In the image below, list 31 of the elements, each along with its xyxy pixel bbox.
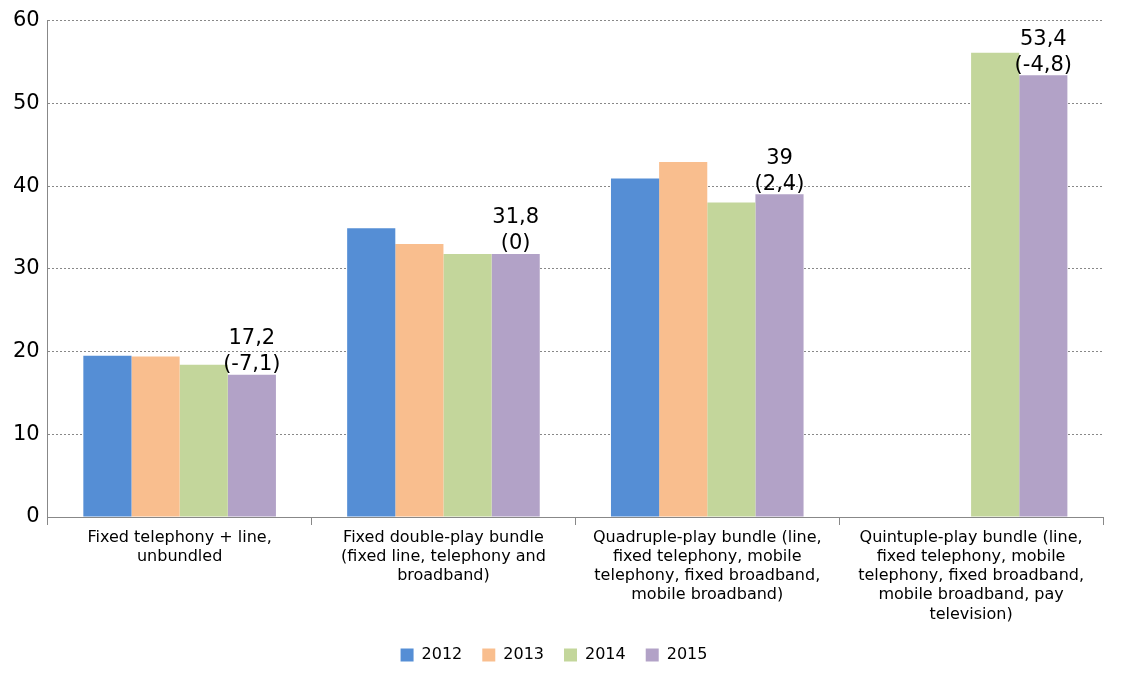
bar [83,355,132,517]
bar [227,374,276,517]
bar [610,178,660,517]
legend-label: 2015 [666,644,708,664]
y-tick-label: 50 [12,89,40,114]
y-tick-label: 60 [12,7,40,32]
data-label: 53,4 (-4,8) [1014,25,1072,76]
y-tick-label: 10 [12,420,40,445]
data-label: 39 (2,4) [754,144,805,195]
bar [755,194,804,517]
bar [131,356,180,517]
x-tick-label: Quadruple-play bundle (line, fixed telephony, mobile telephony, fixed broadband, mobile broadband) [592,526,822,604]
data-label: 17,2 (-7,1) [223,325,281,376]
legend-label: 2012 [421,644,463,664]
y-tick-label: 0 [26,503,40,528]
bar [443,253,492,517]
y-tick-label: 20 [12,337,40,362]
bar [395,243,444,517]
bar [347,228,396,517]
y-tick-label: 30 [12,255,40,280]
bar [1019,75,1068,517]
legend-label: 2013 [503,644,544,664]
x-tick-label: Quintuple-play bundle (line, fixed telephony, mobile telephony, fixed broadband, mobile broadband, pay television) [858,526,1085,623]
bar [659,162,708,517]
x-tick-label: Fixed telephony + line, unbundled [87,526,272,565]
bar [707,202,756,517]
x-tick-label: Fixed double-play bundle (fixed line, telephony and broadband) [341,526,546,585]
y-tick-label: 40 [12,172,40,197]
legend-label: 2014 [585,644,626,664]
bar [491,253,540,517]
data-label: 31,8 (0) [492,204,540,255]
